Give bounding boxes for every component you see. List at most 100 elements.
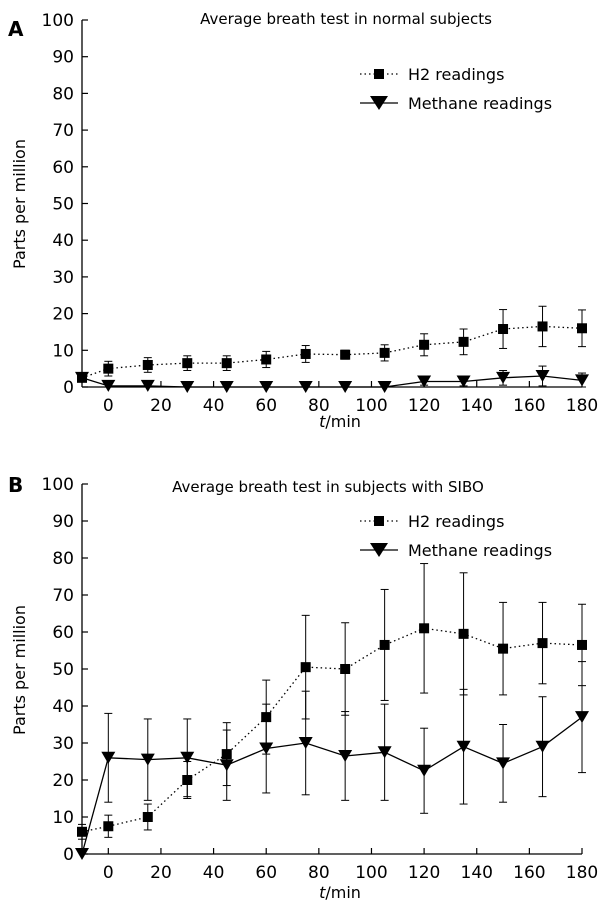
y-tick-label: 50 (52, 195, 74, 215)
data-point (338, 749, 353, 762)
data-point (142, 359, 153, 370)
data-point (537, 321, 548, 332)
data-point (259, 742, 274, 755)
y-tick-label: 100 (42, 11, 74, 31)
y-tick-label: 50 (52, 660, 74, 680)
legend-marker (374, 69, 384, 79)
y-tick-label: 40 (52, 231, 74, 251)
x-tick-label: 140 (461, 396, 493, 416)
data-point (575, 374, 589, 387)
y-tick-label: 60 (52, 623, 74, 643)
data-point (379, 347, 390, 358)
x-tick-label: 180 (566, 863, 598, 883)
data-point (575, 711, 589, 724)
legend-label: Methane readings (408, 541, 552, 560)
data-point (419, 339, 430, 350)
legend-item: Methane readings (360, 541, 552, 560)
data-point (577, 639, 587, 650)
data-point (75, 848, 89, 860)
y-tick-label: 70 (52, 586, 74, 606)
data-point (377, 381, 392, 393)
data-point (535, 369, 550, 382)
data-point (456, 375, 471, 388)
data-point (498, 324, 509, 335)
panel-letter: B (8, 473, 23, 497)
y-tick-label: 30 (52, 268, 74, 288)
data-point (75, 371, 89, 384)
x-tick-label: 120 (408, 863, 440, 883)
y-tick-label: 70 (52, 121, 74, 141)
chart-title: Average breath test in subjects with SIB… (172, 478, 484, 496)
data-point (458, 628, 469, 639)
legend-label: Methane readings (408, 94, 552, 113)
legend-item: Methane readings (360, 94, 552, 113)
y-tick-label: 10 (52, 808, 74, 828)
legend-item: H2 readings (360, 512, 504, 531)
data-point (180, 381, 195, 393)
data-point (298, 381, 313, 393)
x-tick-label: 160 (513, 863, 545, 883)
series-methane (75, 365, 589, 393)
data-point (458, 336, 469, 347)
x-tick-label: 80 (308, 863, 330, 883)
data-point (537, 638, 548, 649)
data-point (219, 759, 234, 772)
data-point (101, 379, 116, 392)
data-point (103, 363, 114, 374)
data-point (140, 379, 155, 392)
data-point (496, 371, 511, 384)
data-point (219, 381, 234, 393)
data-point (417, 375, 432, 388)
y-tick-label: 60 (52, 158, 74, 178)
data-point (142, 812, 153, 822)
data-point (259, 381, 274, 393)
y-tick-label: 20 (52, 305, 74, 325)
legend-label: H2 readings (408, 65, 504, 84)
x-tick-label: 140 (461, 863, 493, 883)
data-point (221, 358, 232, 369)
x-tick-label: 20 (150, 863, 172, 883)
data-point (77, 826, 87, 837)
data-point (379, 639, 390, 650)
x-axis-label: t/min (319, 883, 361, 902)
x-tick-label: 0 (103, 396, 114, 416)
x-axis-label: t/min (319, 412, 361, 431)
x-tick-label: 20 (150, 396, 172, 416)
x-tick-label: 0 (103, 863, 114, 883)
series-methane (75, 661, 589, 860)
legend-marker (370, 543, 388, 557)
data-point (456, 740, 471, 753)
y-tick-label: 80 (52, 84, 74, 104)
data-point (101, 751, 116, 764)
x-tick-label: 60 (255, 863, 277, 883)
y-tick-label: 10 (52, 341, 74, 361)
x-tick-label: 40 (203, 863, 225, 883)
data-point (417, 764, 432, 777)
data-point (261, 354, 272, 365)
y-tick-label: 0 (63, 845, 74, 865)
data-point (180, 751, 195, 764)
chart-title: Average breath test in normal subjects (200, 10, 492, 28)
y-tick-label: 90 (52, 48, 74, 68)
data-point (496, 757, 511, 770)
data-point (377, 746, 392, 759)
x-tick-label: 160 (513, 396, 545, 416)
data-point (182, 358, 193, 369)
x-tick-label: 60 (255, 396, 277, 416)
data-point (340, 664, 351, 674)
y-tick-label: 0 (63, 378, 74, 398)
x-tick-label: 80 (308, 396, 330, 416)
legend-marker (374, 516, 384, 526)
x-tick-label: 180 (566, 396, 598, 416)
x-tick-label: 100 (355, 863, 387, 883)
data-point (338, 381, 353, 393)
data-point (498, 643, 509, 654)
series-h2 (77, 305, 587, 383)
data-point (103, 821, 114, 832)
x-tick-label: 120 (408, 396, 440, 416)
y-axis-label: Parts per million (10, 605, 29, 735)
series-h2 (77, 563, 587, 840)
series-line (81, 627, 583, 833)
data-point (298, 737, 313, 749)
